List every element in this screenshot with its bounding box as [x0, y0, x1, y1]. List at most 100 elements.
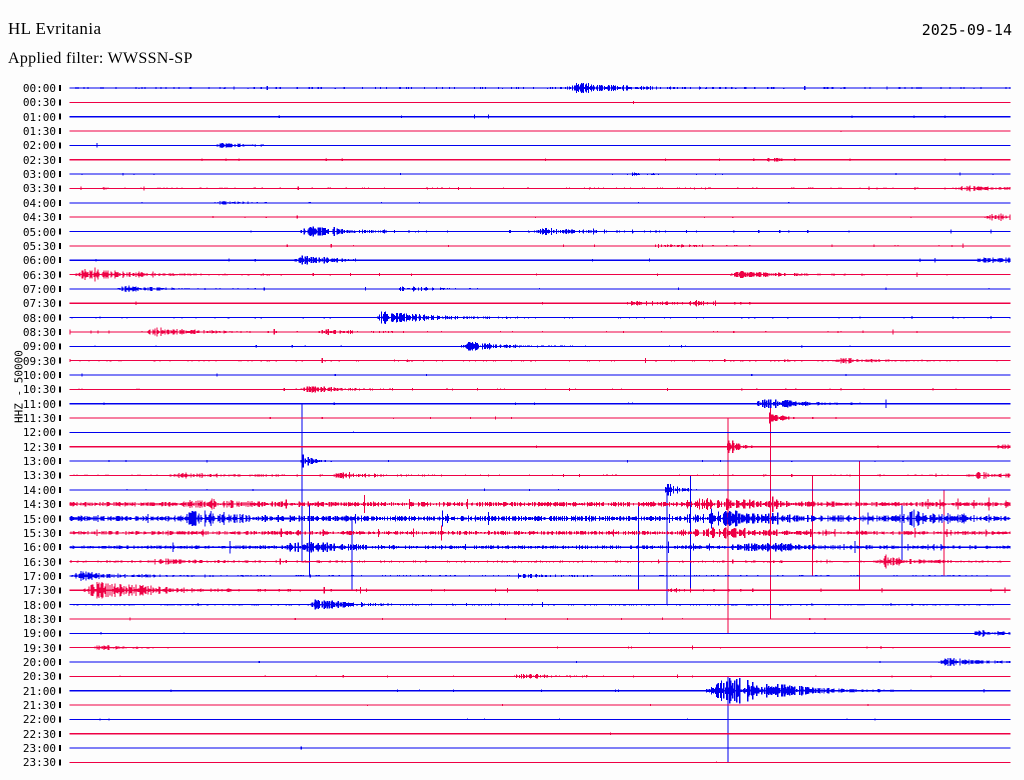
trace-0630: [69, 267, 1011, 282]
trace-path: [69, 114, 1011, 119]
trace-1630: [69, 554, 1011, 569]
trace-path: [69, 267, 1011, 282]
trace-path: [69, 677, 1011, 704]
trace-1230: [69, 440, 1011, 454]
trace-0730: [69, 299, 1011, 307]
trace-path: [69, 570, 1011, 581]
trace-path: [69, 508, 1011, 529]
trace-0500: [69, 226, 1011, 237]
trace-1830: [69, 617, 1011, 621]
trace-1400: [69, 483, 1011, 496]
trace-path: [69, 732, 1011, 735]
trace-0100: [69, 114, 1011, 119]
trace-path: [69, 226, 1011, 237]
trace-1000: [69, 373, 1011, 377]
trace-0930: [69, 357, 1011, 364]
trace-path: [69, 200, 1011, 205]
trace-path: [69, 645, 1011, 651]
trace-1330: [69, 471, 1011, 480]
trace-0230: [69, 157, 1011, 162]
trace-path: [69, 157, 1011, 162]
trace-2230: [69, 732, 1011, 735]
trace-path: [69, 431, 1011, 434]
trace-2300: [69, 746, 1011, 750]
trace-2330: [69, 761, 1011, 764]
trace-path: [69, 311, 1011, 324]
trace-path: [69, 412, 1011, 424]
trace-0900: [69, 341, 1011, 351]
trace-0400: [69, 200, 1011, 205]
trace-path: [69, 327, 1011, 337]
trace-path: [69, 130, 1011, 132]
trace-path: [69, 213, 1011, 222]
trace-0330: [69, 185, 1011, 192]
trace-path: [69, 761, 1011, 764]
trace-1600: [69, 540, 1011, 554]
trace-2100: [69, 677, 1011, 704]
trace-1900: [69, 629, 1011, 637]
trace-path: [69, 172, 1011, 176]
page-title: HL Evritania: [8, 19, 102, 38]
trace-path: [69, 142, 1011, 148]
trace-path: [69, 373, 1011, 377]
trace-path: [69, 718, 1011, 721]
trace-1500: [69, 508, 1011, 529]
trace-0600: [69, 255, 1011, 265]
trace-path: [69, 341, 1011, 351]
trace-0030: [69, 100, 1011, 104]
trace-path: [69, 185, 1011, 192]
trace-0830: [69, 327, 1011, 337]
trace-path: [69, 746, 1011, 750]
trace-0000: [69, 82, 1011, 94]
trace-1730: [69, 581, 1011, 599]
trace-path: [69, 658, 1011, 666]
trace-path: [69, 399, 1011, 409]
trace-1700: [69, 570, 1011, 581]
trace-path: [69, 495, 1011, 514]
trace-path: [69, 357, 1011, 364]
trace-path: [69, 82, 1011, 94]
trace-path: [69, 599, 1011, 610]
trace-path: [69, 386, 1011, 393]
trace-1930: [69, 645, 1011, 651]
trace-0530: [69, 243, 1011, 249]
applied-filter-label: Applied filter: WWSSN-SP: [8, 50, 193, 67]
trace-1200: [69, 431, 1011, 434]
trace-path: [69, 299, 1011, 307]
trace-path: [69, 440, 1011, 454]
trace-path: [69, 525, 1011, 541]
trace-1100: [69, 399, 1011, 409]
trace-path: [69, 554, 1011, 569]
trace-path: [69, 704, 1011, 707]
trace-2200: [69, 718, 1011, 721]
trace-0300: [69, 172, 1011, 176]
trace-0430: [69, 213, 1011, 222]
trace-2000: [69, 658, 1011, 666]
trace-path: [69, 581, 1011, 599]
trace-path: [69, 255, 1011, 265]
trace-0800: [69, 311, 1011, 324]
trace-0700: [69, 285, 1011, 293]
date-label: 2025-09-14: [921, 21, 1012, 39]
trace-path: [69, 540, 1011, 554]
trace-path: [69, 243, 1011, 249]
trace-path: [69, 617, 1011, 621]
trace-1800: [69, 599, 1011, 610]
trace-1430: [69, 495, 1011, 514]
trace-0130: [69, 130, 1011, 132]
trace-path: [69, 483, 1011, 496]
trace-path: [69, 100, 1011, 104]
trace-2130: [69, 704, 1011, 707]
trace-1530: [69, 525, 1011, 541]
trace-1030: [69, 386, 1011, 393]
trace-2030: [69, 673, 1011, 679]
trace-path: [69, 285, 1011, 293]
trace-path: [69, 673, 1011, 679]
trace-0200: [69, 142, 1011, 148]
trace-path: [69, 629, 1011, 637]
trace-path: [69, 454, 1011, 468]
trace-1300: [69, 454, 1011, 468]
trace-path: [69, 471, 1011, 480]
